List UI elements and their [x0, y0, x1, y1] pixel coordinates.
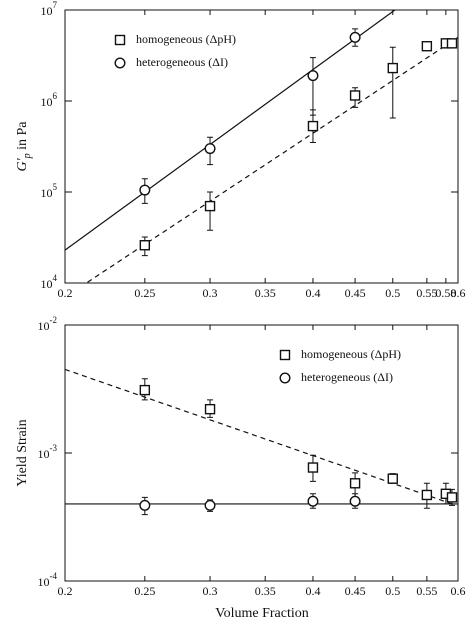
marker-square — [307, 120, 319, 132]
marker-square — [139, 240, 151, 251]
tick-base: 10 — [41, 95, 53, 109]
y-label-part: Yield Strain — [15, 419, 30, 486]
tick-base: 10 — [38, 447, 50, 461]
plot-frame — [64, 324, 459, 582]
fit-line — [65, 10, 396, 251]
tick-exponent: -2 — [50, 315, 58, 325]
tick-exponent: 6 — [53, 91, 58, 101]
x-tick-label: 0.6 — [451, 584, 466, 598]
x-tick-label: 0.25 — [134, 286, 155, 300]
marker-circle — [307, 495, 319, 507]
x-tick-label: 0.55 — [416, 286, 437, 300]
x-tick-label: 0.5 — [385, 584, 400, 598]
legend-label: heterogeneous (ΔI) — [136, 55, 228, 69]
marker-square — [446, 38, 458, 49]
x-tick-label: 0.5 — [385, 286, 400, 300]
plot-frame — [64, 9, 459, 284]
x-tick-label: 0.25 — [134, 584, 155, 598]
tick-base: 10 — [38, 319, 50, 333]
x-tick-label: 0.2 — [58, 584, 73, 598]
panel: 0.2 0.25 0.3 0.35 0.4 0.45 0.5 0.55 0.610-410-31… — [15, 315, 465, 598]
y-tick-label: 10-4 — [38, 571, 58, 589]
marker-circle — [349, 31, 361, 43]
x-tick-label: 0.6 — [451, 286, 466, 300]
marker-square — [307, 462, 319, 473]
x-tick-label: 0.35 — [255, 584, 276, 598]
y-axis-label: G'p in Pa — [15, 121, 33, 172]
marker-square — [387, 62, 398, 74]
marker-square — [446, 492, 458, 503]
y-axis-label: Yield Strain — [15, 419, 30, 486]
x-tick-label: 0.45 — [345, 584, 366, 598]
marker-circle — [307, 70, 319, 82]
marker-circle — [204, 143, 216, 155]
tick-exponent: 4 — [53, 273, 58, 283]
marker-square — [421, 41, 433, 52]
tick-base: 10 — [38, 575, 50, 589]
y-tick-label: 106 — [41, 91, 58, 109]
x-tick-label: 0.4 — [305, 286, 320, 300]
marker-circle — [349, 495, 361, 507]
x-axis-label: Volume Fraction — [215, 606, 308, 621]
y-label-part: G' — [15, 157, 30, 171]
tick-base: 10 — [41, 186, 53, 200]
x-tick-label: 0.3 — [203, 584, 218, 598]
tick-base: 10 — [41, 277, 53, 291]
marker-square — [139, 384, 151, 396]
y-tick-label: 10-3 — [38, 443, 58, 461]
y-tick-label: 104 — [41, 273, 58, 291]
tick-exponent: -4 — [50, 571, 58, 581]
x-tick-label: 0.45 — [345, 286, 366, 300]
x-tick-label: 0.2 — [58, 286, 73, 300]
tick-exponent: 5 — [53, 182, 58, 192]
marker-square — [349, 478, 361, 489]
error-bar — [309, 57, 316, 116]
fit-line — [85, 36, 458, 283]
marker-circle — [279, 372, 291, 384]
tick-base: 10 — [41, 4, 53, 18]
legend-label: homogeneous (ΔpH) — [301, 347, 401, 361]
tick-exponent: -3 — [50, 443, 58, 453]
marker-square — [204, 403, 216, 415]
tick-exponent: 7 — [53, 0, 58, 10]
marker-square — [421, 489, 433, 501]
marker-square — [279, 349, 291, 361]
x-tick-label: 0.3 — [203, 286, 218, 300]
x-tick-label: 0.4 — [305, 584, 320, 598]
marker-square — [349, 90, 361, 101]
legend-label: homogeneous (ΔpH) — [136, 32, 236, 46]
marker-circle — [204, 499, 216, 511]
marker-circle — [139, 184, 151, 196]
error-bar — [389, 46, 396, 119]
panel: 0.2 0.25 0.3 0.35 0.4 0.45 0.5 0.550.580.610410… — [15, 0, 465, 300]
x-tick-label: 0.35 — [255, 286, 276, 300]
y-label-part: p — [22, 153, 33, 159]
marker-circle — [139, 499, 151, 511]
marker-square — [387, 473, 398, 484]
marker-circle — [114, 57, 126, 69]
legend-label: heterogeneous (ΔI) — [301, 370, 393, 384]
y-tick-label: 10-2 — [38, 315, 58, 333]
y-label-part: in Pa — [15, 121, 30, 154]
y-tick-label: 105 — [41, 182, 58, 200]
marker-square — [204, 200, 216, 212]
x-tick-label: 0.58 — [435, 286, 456, 300]
y-tick-label: 107 — [41, 0, 58, 18]
marker-square — [114, 34, 126, 46]
x-tick-label: 0.55 — [416, 584, 437, 598]
